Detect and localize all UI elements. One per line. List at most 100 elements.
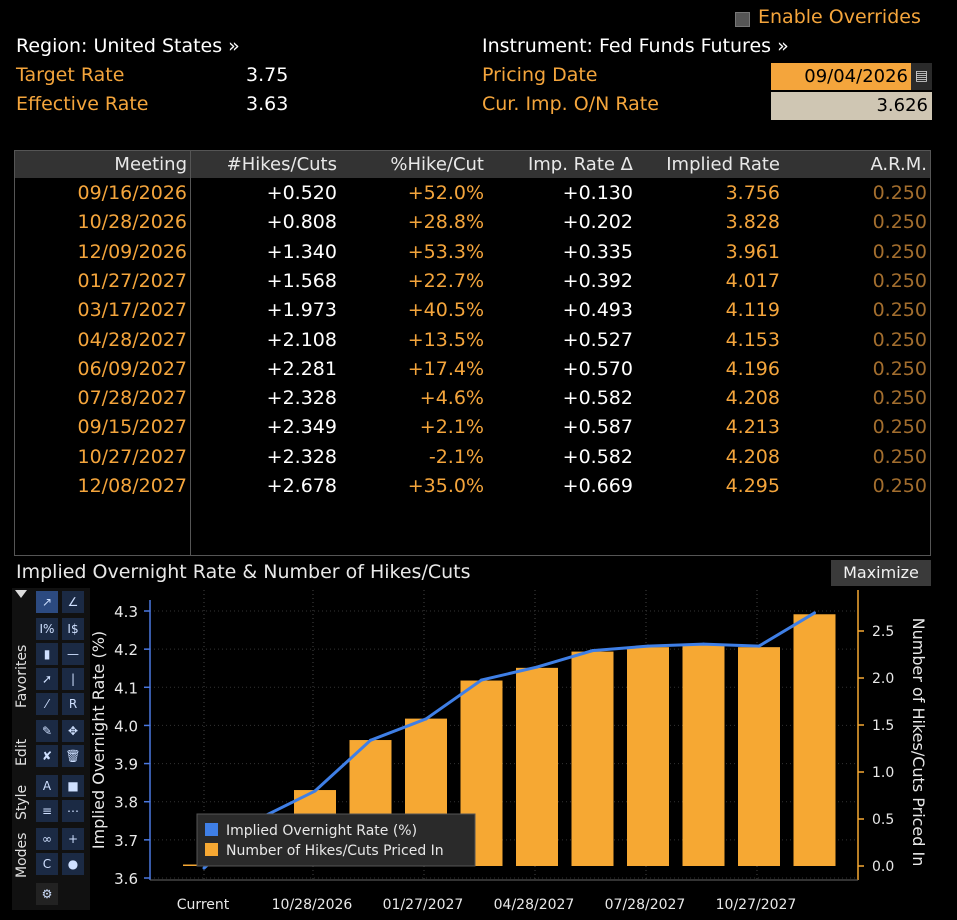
channel-icon[interactable]: ⁄ bbox=[36, 693, 58, 715]
y-tick-label: 4.1 bbox=[114, 679, 138, 697]
table-row[interactable]: 06/09/2027 +2.281 +17.4% +0.570 4.196 0.250 bbox=[15, 355, 930, 384]
maximize-button[interactable]: Maximize bbox=[831, 560, 931, 586]
cell-implied-rate: 3.828 bbox=[725, 211, 780, 234]
pointer-icon[interactable]: ↗ bbox=[36, 591, 58, 613]
line-point bbox=[369, 738, 372, 742]
cell-pct-hike-cut: +13.5% bbox=[407, 328, 484, 351]
col-hikes-cuts[interactable]: #Hikes/Cuts bbox=[226, 154, 337, 175]
table-row[interactable]: 09/15/2027 +2.349 +2.1% +0.587 4.213 0.250 bbox=[15, 413, 930, 442]
cell-hikes-cuts: +1.568 bbox=[266, 269, 337, 292]
col-imp-rate-delta[interactable]: Imp. Rate Δ bbox=[527, 154, 633, 175]
draw-icon[interactable]: ∠ bbox=[62, 591, 84, 613]
cell-imp-rate-delta: +0.335 bbox=[562, 240, 633, 263]
table-row[interactable]: 12/08/2027 +2.678 +35.0% +0.669 4.295 0.250 bbox=[15, 472, 930, 501]
calendar-icon[interactable]: ▤ bbox=[911, 63, 932, 90]
cell-implied-rate: 4.208 bbox=[725, 387, 780, 410]
cell-imp-rate-delta: +0.493 bbox=[562, 299, 633, 322]
cur-imp-rate-label: Cur. Imp. O/N Rate bbox=[482, 93, 659, 115]
y-tick-label: 4.2 bbox=[114, 641, 138, 659]
chart-legend bbox=[196, 813, 476, 867]
link-icon[interactable]: ∞ bbox=[36, 828, 58, 850]
col-arm[interactable]: A.R.M. bbox=[870, 154, 927, 175]
cell-pct-hike-cut: +4.6% bbox=[419, 387, 484, 410]
cell-pct-hike-cut: +40.5% bbox=[407, 299, 484, 322]
table-row[interactable]: 03/17/2027 +1.973 +40.5% +0.493 4.119 0.250 bbox=[15, 296, 930, 325]
x-tick-label: 04/28/2027 bbox=[494, 897, 575, 913]
instrument-selector[interactable]: Instrument: Fed Funds Futures » bbox=[482, 35, 789, 57]
cell-imp-rate-delta: +0.669 bbox=[562, 475, 633, 497]
cell-pct-hike-cut: +22.7% bbox=[407, 269, 484, 292]
legend-swatch-bar bbox=[205, 843, 218, 856]
table-row[interactable]: 07/28/2027 +2.328 +4.6% +0.582 4.208 0.250 bbox=[15, 384, 930, 413]
y-tick-label: 3.8 bbox=[114, 794, 138, 812]
cell-arm: 0.250 bbox=[872, 240, 927, 263]
cell-meeting: 04/28/2027 bbox=[77, 328, 187, 351]
cell-meeting: 12/09/2026 bbox=[77, 240, 187, 263]
move-icon[interactable]: ✥ bbox=[62, 720, 84, 742]
crosshair-icon[interactable]: + bbox=[62, 828, 84, 850]
fill-icon[interactable]: ■ bbox=[62, 775, 84, 797]
y2-tick-label: 2.0 bbox=[872, 671, 894, 687]
cell-arm: 0.250 bbox=[872, 416, 927, 439]
cell-meeting: 10/28/2026 bbox=[77, 211, 187, 234]
enable-overrides-label[interactable]: Enable Overrides bbox=[758, 6, 921, 28]
text-tool-icon[interactable]: R bbox=[62, 693, 84, 715]
settings-gear-icon[interactable]: ⚙ bbox=[36, 883, 58, 905]
col-pct-hike-cut[interactable]: %Hike/Cut bbox=[390, 154, 484, 175]
cell-implied-rate: 4.153 bbox=[725, 328, 780, 351]
cell-meeting: 09/16/2026 bbox=[77, 182, 187, 204]
pct-axis-icon[interactable]: I% bbox=[36, 618, 58, 640]
cell-pct-hike-cut: +52.0% bbox=[407, 182, 484, 204]
cell-hikes-cuts: +2.678 bbox=[266, 475, 337, 497]
line-style-icon[interactable]: ≡ bbox=[36, 800, 58, 822]
cell-meeting: 09/15/2027 bbox=[77, 416, 187, 439]
cell-arm: 0.250 bbox=[872, 269, 927, 292]
x-tick-label: 07/28/2027 bbox=[605, 897, 686, 913]
trash-icon[interactable]: 🗑 bbox=[62, 745, 84, 767]
bar-mark bbox=[516, 667, 558, 866]
x-tick-label: Current bbox=[177, 897, 230, 913]
style-icon[interactable]: A bbox=[36, 775, 58, 797]
bars-icon[interactable]: ▮ bbox=[36, 643, 58, 665]
y2-axis-title: Number of Hikes/Cuts Priced In bbox=[909, 618, 928, 867]
dollar-axis-icon[interactable]: I$ bbox=[62, 618, 84, 640]
line-width-icon[interactable]: ⋯ bbox=[62, 800, 84, 822]
y-tick-label: 4.0 bbox=[114, 717, 138, 735]
line-point bbox=[813, 611, 816, 615]
table-row[interactable]: 10/27/2027 +2.328 -2.1% +0.582 4.208 0.250 bbox=[15, 443, 930, 472]
enable-overrides-checkbox[interactable] bbox=[735, 12, 750, 27]
col-implied-rate[interactable]: Implied Rate bbox=[666, 154, 780, 175]
cell-arm: 0.250 bbox=[872, 182, 927, 204]
cell-implied-rate: 3.756 bbox=[725, 182, 780, 204]
y2-tick-label: 2.5 bbox=[872, 624, 894, 640]
vline-icon[interactable]: | bbox=[62, 668, 84, 690]
cell-hikes-cuts: +2.349 bbox=[266, 416, 337, 439]
table-row[interactable]: 04/28/2027 +2.108 +13.5% +0.527 4.153 0.250 bbox=[15, 326, 930, 355]
cur-imp-rate-input[interactable]: 3.626 bbox=[771, 92, 932, 120]
cell-meeting: 06/09/2027 bbox=[77, 357, 187, 380]
trendline-icon[interactable]: ➚ bbox=[36, 668, 58, 690]
y2-tick-label: 1.0 bbox=[872, 765, 894, 781]
color-palette-icon[interactable]: ● bbox=[62, 853, 84, 875]
eraser-icon[interactable]: ✘ bbox=[36, 745, 58, 767]
table-row[interactable]: 10/28/2026 +0.808 +28.8% +0.202 3.828 0.250 bbox=[15, 208, 930, 237]
target-rate-label: Target Rate bbox=[16, 64, 125, 86]
y-tick-label: 3.7 bbox=[114, 832, 138, 850]
cell-meeting: 10/27/2027 bbox=[77, 445, 187, 468]
cell-meeting: 01/27/2027 bbox=[77, 269, 187, 292]
pricing-date-input[interactable]: 09/04/2026 bbox=[771, 63, 911, 90]
table-row[interactable]: 01/27/2027 +1.568 +22.7% +0.392 4.017 0.250 bbox=[15, 267, 930, 296]
cycle-icon[interactable]: C bbox=[36, 853, 58, 875]
collapse-arrow-icon[interactable] bbox=[15, 590, 27, 598]
cell-arm: 0.250 bbox=[872, 357, 927, 380]
table-row[interactable]: 12/09/2026 +1.340 +53.3% +0.335 3.961 0.250 bbox=[15, 238, 930, 267]
table-row[interactable]: 09/16/2026 +0.520 +52.0% +0.130 3.756 0.250 bbox=[15, 179, 930, 208]
legend-label-bar: Number of Hikes/Cuts Priced In bbox=[226, 843, 444, 859]
hline-icon[interactable]: — bbox=[62, 643, 84, 665]
bar-mark bbox=[793, 614, 836, 866]
col-meeting[interactable]: Meeting bbox=[114, 154, 187, 175]
line-point bbox=[424, 717, 428, 721]
pen-icon[interactable]: ✎ bbox=[36, 720, 58, 742]
region-selector[interactable]: Region: United States » bbox=[16, 35, 240, 57]
